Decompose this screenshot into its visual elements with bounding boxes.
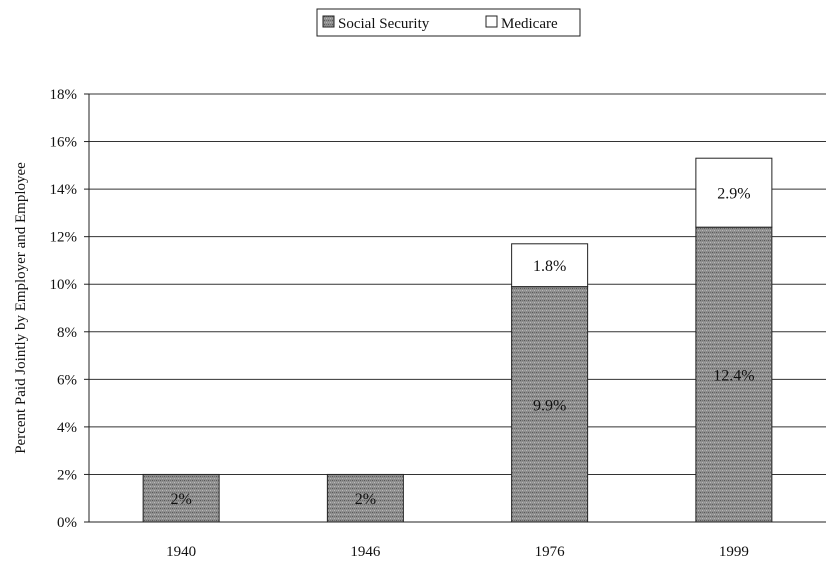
data-label: 9.9% xyxy=(533,397,566,414)
y-tick-label: 4% xyxy=(57,420,77,436)
y-tick-label: 0% xyxy=(57,515,77,531)
data-label: 1.8% xyxy=(533,258,566,275)
y-tick-label: 6% xyxy=(57,372,77,388)
legend: Social Security Medicare xyxy=(316,8,581,37)
data-label: 2.9% xyxy=(717,186,750,203)
y-tick-label: 12% xyxy=(50,230,78,246)
y-tick-label: 16% xyxy=(50,135,78,151)
y-tick-label: 18% xyxy=(50,87,78,103)
bar-segment-social-security xyxy=(326,473,404,523)
legend-swatch-medicare xyxy=(485,15,498,28)
y-axis-ticks: 0% 2% 4% 6% 8% 10% 12% 14% 16% 18% xyxy=(50,87,89,531)
bars: 2% 2% 9.9% 1.8% 12.4% 2.9% xyxy=(142,157,773,523)
legend-label-medicare: Medicare xyxy=(501,16,558,32)
legend-label-social-security: Social Security xyxy=(338,16,430,32)
legend-swatch-social-security xyxy=(322,15,335,28)
axes xyxy=(88,94,826,523)
bar-segment-medicare xyxy=(695,157,773,228)
y-tick-label: 14% xyxy=(50,182,78,198)
data-label: 2% xyxy=(170,491,191,508)
y-tick-label: 8% xyxy=(57,325,77,341)
x-axis-ticks: 1940 1946 1976 1999 xyxy=(166,544,749,560)
legend-box xyxy=(316,8,581,37)
data-label: 2% xyxy=(355,491,376,508)
x-tick-label: 1976 xyxy=(535,544,566,560)
data-label: 12.4% xyxy=(713,368,754,385)
y-axis-title: Percent Paid Jointly by Employer and Emp… xyxy=(13,162,29,454)
bar-segment-medicare xyxy=(511,243,589,288)
x-tick-label: 1999 xyxy=(719,544,749,560)
x-tick-label: 1940 xyxy=(166,544,196,560)
bar-segment-social-security xyxy=(511,286,589,523)
y-tick-label: 2% xyxy=(57,467,77,483)
bar-segment-social-security xyxy=(142,473,220,523)
y-tick-label: 10% xyxy=(50,277,78,293)
x-tick-label: 1946 xyxy=(350,544,381,560)
